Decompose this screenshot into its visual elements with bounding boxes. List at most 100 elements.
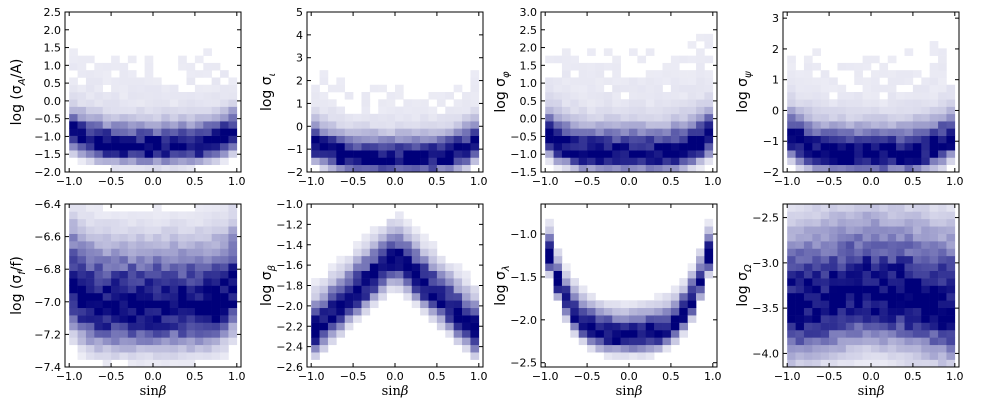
heatmap-cell <box>436 315 446 323</box>
heatmap-cell <box>795 315 805 323</box>
heatmap-cell <box>787 135 796 144</box>
heatmap-cell <box>186 157 196 166</box>
heatmap-cell <box>578 322 588 331</box>
heatmap-cell <box>704 150 714 158</box>
heatmap-cell <box>94 121 104 129</box>
heatmap-cell <box>220 150 229 158</box>
heatmap-cell <box>344 315 354 323</box>
heatmap-cell <box>94 226 104 234</box>
heatmap-cell <box>587 92 596 100</box>
heatmap-cell <box>228 211 238 220</box>
heatmap-cell <box>77 270 87 279</box>
heatmap-cell <box>587 315 596 323</box>
heatmap-cell <box>319 77 329 86</box>
heatmap-cell <box>311 292 320 301</box>
heatmap-cell <box>220 329 229 338</box>
heatmap-cell <box>220 84 229 93</box>
heatmap-cell <box>77 128 87 136</box>
heatmap-cell <box>470 99 480 107</box>
heatmap-cell <box>411 263 421 271</box>
heatmap-cell <box>795 359 805 368</box>
heatmap-cell <box>144 307 154 316</box>
heatmap-cell <box>871 106 880 115</box>
heatmap-cell <box>436 285 446 294</box>
heatmap-cell <box>938 70 947 78</box>
heatmap-cell <box>178 255 187 264</box>
heatmap-cell <box>595 128 605 136</box>
heatmap-cell <box>854 113 863 122</box>
heatmap-cell <box>670 315 680 323</box>
heatmap-cell <box>94 344 104 353</box>
heatmap-cell <box>228 300 238 309</box>
heatmap-cell <box>595 307 605 316</box>
heatmap-cell <box>904 255 914 264</box>
heatmap-cell <box>637 92 647 100</box>
heatmap-cell <box>69 135 78 144</box>
heatmap-cell <box>319 150 329 158</box>
heatmap-cell <box>161 106 171 115</box>
heatmap-cell <box>553 92 563 100</box>
heatmap-cell <box>553 270 563 279</box>
heatmap-cell <box>436 135 446 144</box>
heatmap-cell <box>912 300 922 309</box>
heatmap-cell <box>687 300 697 309</box>
heatmap-cell <box>595 344 605 353</box>
heatmap-cell <box>829 113 838 122</box>
heatmap-cell <box>654 164 663 173</box>
heatmap-cell <box>153 233 162 242</box>
heatmap-cell <box>153 263 162 271</box>
heatmap-cell <box>570 121 580 129</box>
heatmap-cell <box>670 99 680 107</box>
heatmap-cell <box>403 113 413 122</box>
heatmap-cell <box>553 113 563 122</box>
heatmap-cell <box>178 226 187 234</box>
heatmap-cell <box>654 99 663 107</box>
heatmap-cell <box>353 263 362 271</box>
heatmap-cell <box>561 292 571 301</box>
heatmap-cell <box>319 300 329 309</box>
heatmap-cell <box>946 255 956 264</box>
y-tick-label: 2.0 <box>520 42 538 55</box>
heatmap-cell <box>102 121 112 129</box>
heatmap-cell <box>787 292 796 301</box>
heatmap-cell <box>795 226 805 234</box>
heatmap-cell <box>845 263 855 271</box>
heatmap-cell <box>169 150 179 158</box>
heatmap-cell <box>395 270 404 279</box>
heatmap-cell <box>829 77 838 86</box>
heatmap-cell <box>378 263 387 271</box>
heatmap-cell <box>85 204 95 212</box>
heatmap-cell <box>94 142 104 151</box>
heatmap-cell <box>102 322 112 331</box>
heatmap-cell <box>787 70 796 78</box>
heatmap-cell <box>395 84 404 93</box>
heatmap-cell <box>787 285 796 294</box>
heatmap-cell <box>102 99 112 107</box>
heatmap-cell <box>946 128 956 136</box>
heatmap-cell <box>837 270 847 279</box>
heatmap-cell <box>428 255 438 264</box>
heatmap-cell <box>127 77 137 86</box>
x-tick-label: −0.5 <box>816 370 843 383</box>
heatmap-cell <box>127 99 137 107</box>
heatmap-cell <box>411 128 421 136</box>
heatmap-cell <box>77 233 87 242</box>
heatmap-cell <box>578 106 588 115</box>
heatmap-cell <box>561 142 571 151</box>
heatmap-cell <box>319 315 329 323</box>
heatmap-cell <box>94 263 104 271</box>
heatmap-cell <box>220 315 229 323</box>
heatmap-cell <box>119 270 129 279</box>
heatmap-cell <box>904 322 914 331</box>
heatmap-cell <box>178 150 187 158</box>
heatmap-cell <box>203 70 212 78</box>
heatmap-cell <box>144 322 154 331</box>
heatmap-cell <box>462 337 471 346</box>
heatmap-cell <box>220 157 229 166</box>
heatmap-cell <box>311 337 320 346</box>
heatmap-cell <box>102 226 112 234</box>
heatmap-cell <box>119 113 129 122</box>
heatmap-cell <box>327 84 337 93</box>
heatmap-cell <box>403 142 413 151</box>
heatmap-cell <box>879 121 889 129</box>
